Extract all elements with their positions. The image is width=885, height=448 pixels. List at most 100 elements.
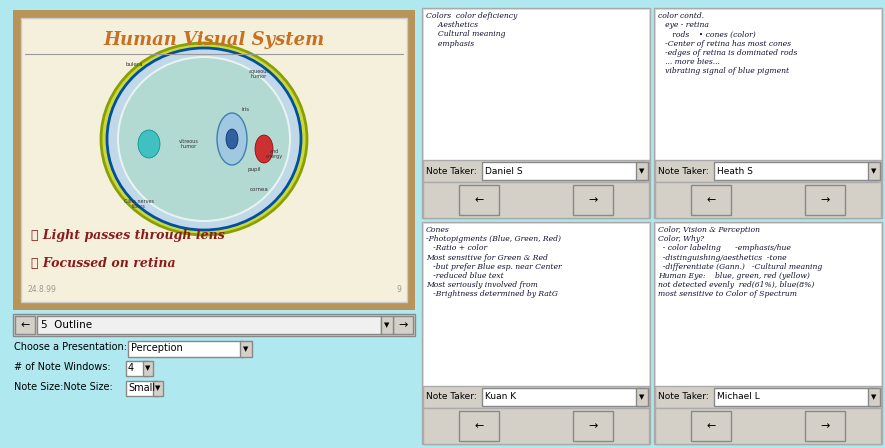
Bar (691, 185, 731, 215)
Text: Michael L: Michael L (717, 392, 759, 401)
Text: Cillia nerves
fibors: Cillia nerves fibors (124, 198, 154, 209)
Text: 9: 9 (396, 285, 401, 294)
Bar (423, 408, 649, 444)
Ellipse shape (117, 56, 291, 222)
Bar (691, 411, 731, 441)
Text: Note Taker:: Note Taker: (426, 167, 477, 176)
Text: ←: ← (706, 421, 716, 431)
Bar (482, 162, 646, 180)
Bar (422, 8, 650, 218)
Text: Human Visual System: Human Visual System (104, 31, 325, 49)
Bar (573, 411, 613, 441)
Bar (805, 185, 845, 215)
Ellipse shape (217, 113, 247, 165)
Text: Perception: Perception (131, 343, 182, 353)
Bar (655, 182, 881, 218)
Text: ▼: ▼ (384, 322, 389, 328)
Text: Colors  color deficiency
     Aesthetics
     Cultural meaning
     emphasis: Colors color deficiency Aesthetics Cultu… (426, 12, 517, 47)
Text: color contd.
   eye - retina
      rods    • cones (color)
   -Center of retina : color contd. eye - retina rods • cones (… (658, 12, 797, 75)
Text: Note Taker:: Note Taker: (658, 392, 709, 401)
Text: ▼: ▼ (639, 394, 644, 400)
Bar (128, 341, 243, 357)
Text: pupil: pupil (247, 167, 261, 172)
Ellipse shape (101, 43, 307, 235)
Bar (37, 316, 381, 334)
Text: 5  Outline: 5 Outline (41, 320, 92, 330)
Bar (153, 381, 163, 396)
Bar (423, 182, 649, 218)
Bar (126, 381, 158, 396)
Text: ▼: ▼ (243, 346, 249, 352)
Text: ▼: ▼ (872, 168, 877, 174)
Bar (422, 222, 650, 444)
Bar (423, 9, 649, 161)
Text: →: → (589, 195, 597, 205)
Bar (636, 388, 648, 406)
Text: ←: ← (474, 421, 484, 431)
Text: cornea: cornea (250, 186, 268, 191)
Text: ✓ Focussed on retina: ✓ Focussed on retina (31, 257, 175, 270)
Text: Choose a Presentation:: Choose a Presentation: (14, 342, 127, 352)
Text: →: → (589, 421, 597, 431)
Ellipse shape (226, 129, 238, 149)
Text: ▼: ▼ (872, 394, 877, 400)
Bar (654, 8, 882, 218)
Bar (655, 386, 881, 408)
Text: Note Taker:: Note Taker: (658, 167, 709, 176)
Bar (381, 316, 393, 334)
Bar (655, 408, 881, 444)
Text: Note Taker:: Note Taker: (426, 392, 477, 401)
Text: Kuan K: Kuan K (485, 392, 516, 401)
Text: →: → (398, 320, 408, 330)
Text: 24.8.99: 24.8.99 (27, 285, 56, 294)
Bar (805, 411, 845, 441)
Bar (655, 223, 881, 387)
Bar (636, 162, 648, 180)
Bar (15, 316, 35, 334)
Text: ✓ Light passes through lens: ✓ Light passes through lens (31, 229, 225, 242)
Text: # of Note Windows:: # of Note Windows: (14, 362, 111, 372)
Bar (482, 388, 646, 406)
Bar (21, 18, 407, 302)
Text: 4: 4 (128, 363, 135, 373)
Text: Color, Vision & Perception
Color, Why?
  - color labeling      -emphasis/hue
  -: Color, Vision & Perception Color, Why? -… (658, 226, 822, 298)
Ellipse shape (138, 130, 160, 158)
Bar (655, 9, 881, 161)
Text: ▼: ▼ (145, 365, 150, 371)
Text: ←: ← (706, 195, 716, 205)
Text: ←: ← (474, 195, 484, 205)
Bar (868, 388, 880, 406)
Bar (13, 314, 415, 336)
Text: →: → (820, 195, 830, 205)
Text: Note Size:Note Size:: Note Size:Note Size: (14, 382, 112, 392)
Text: ▼: ▼ (155, 385, 161, 391)
Text: vitreous
humor: vitreous humor (179, 138, 199, 149)
Bar (868, 162, 880, 180)
Bar (423, 223, 649, 387)
Ellipse shape (119, 58, 289, 220)
Bar (240, 341, 252, 357)
Ellipse shape (255, 135, 273, 163)
Bar (459, 411, 499, 441)
Text: Daniel S: Daniel S (485, 167, 523, 176)
Text: Small: Small (128, 383, 155, 393)
Bar (143, 361, 153, 376)
Ellipse shape (107, 48, 301, 230)
Bar (423, 160, 649, 182)
Text: and
energy: and energy (266, 149, 282, 159)
Bar (573, 185, 613, 215)
Bar (654, 222, 882, 444)
Text: Cones
-Photopigments (Blue, Green, Red)
   -Ratio + color
Most sensitive for Gre: Cones -Photopigments (Blue, Green, Red) … (426, 226, 562, 298)
Bar (393, 316, 413, 334)
Bar (655, 160, 881, 182)
Bar (714, 388, 878, 406)
Text: Heath S: Heath S (717, 167, 753, 176)
Bar (126, 361, 148, 376)
Text: →: → (820, 421, 830, 431)
Text: ←: ← (20, 320, 30, 330)
Text: bulera: bulera (125, 61, 142, 66)
Text: ▼: ▼ (639, 168, 644, 174)
Text: iris: iris (242, 107, 250, 112)
Bar (423, 386, 649, 408)
Bar (459, 185, 499, 215)
